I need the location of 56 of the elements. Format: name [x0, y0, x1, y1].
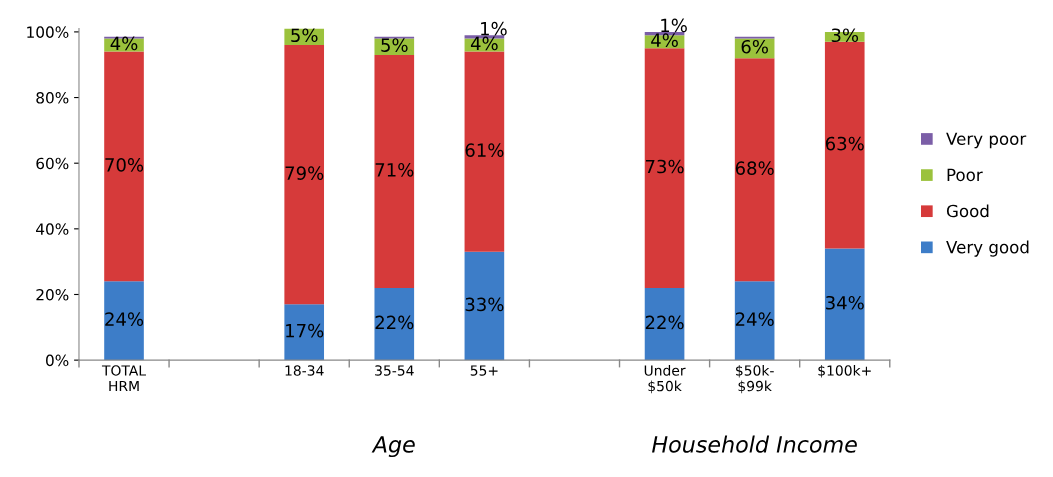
bar — [374, 287, 415, 361]
x-tick-label: 35-54 — [375, 365, 414, 376]
data-label: 5% — [291, 28, 318, 43]
data-label: 63% — [825, 136, 864, 151]
data-label: 33% — [465, 297, 504, 312]
bar — [464, 51, 505, 252]
bar — [824, 41, 865, 249]
data-label: 1% — [481, 21, 507, 36]
bar — [734, 281, 775, 361]
bar — [824, 248, 865, 361]
bar — [284, 45, 325, 305]
data-label: 34% — [826, 295, 864, 310]
bar — [374, 54, 415, 288]
data-label: 61% — [465, 143, 504, 157]
bar — [734, 58, 775, 282]
y-tick-label: 20% — [36, 288, 69, 301]
data-label: 71% — [375, 162, 414, 177]
data-label: 79% — [285, 166, 324, 180]
x-tick-label: 18-34 — [285, 365, 324, 376]
data-label: 4% — [110, 36, 138, 51]
y-tick-label: 80% — [36, 92, 69, 104]
data-label: 70% — [105, 158, 144, 172]
y-tick-label: 0% — [46, 354, 69, 367]
y-tick-label: 40% — [36, 223, 69, 235]
text: Age — [371, 436, 415, 458]
data-label: 1% — [661, 18, 687, 33]
y-tick-label: 100% — [27, 26, 69, 38]
legend-label: Very poor — [946, 132, 1027, 149]
bar — [644, 287, 685, 361]
data-label: 24% — [105, 312, 144, 326]
bar — [284, 304, 325, 361]
legend-label: Very good — [946, 240, 1029, 257]
data-label: 22% — [645, 315, 684, 330]
data-label: 22% — [375, 315, 414, 330]
data-label: 6% — [741, 39, 768, 54]
legend-label: Poor — [947, 168, 983, 182]
x-tick-label: Under $50k — [644, 365, 686, 394]
data-label: 3% — [831, 28, 859, 43]
data-label: 4% — [470, 36, 498, 51]
data-label: 68% — [735, 161, 774, 175]
y-tick-label: 60% — [36, 157, 69, 170]
x-tick-label: $50k- $99k — [736, 365, 774, 394]
bar — [464, 251, 505, 361]
x-tick-label: $100k+ — [818, 365, 871, 378]
data-label: 73% — [645, 159, 684, 174]
bar — [104, 281, 144, 361]
x-tick-label: TOTAL HRM — [101, 365, 146, 392]
bar — [104, 51, 144, 282]
data-label: 5% — [381, 38, 408, 52]
data-label: 17% — [286, 323, 324, 338]
data-label: 4% — [651, 33, 678, 47]
legend-label: Good — [946, 204, 989, 218]
data-label: 24% — [735, 312, 774, 326]
text: Household Income — [652, 435, 857, 453]
x-tick-label: 55+ — [470, 365, 498, 376]
bar — [644, 48, 685, 288]
